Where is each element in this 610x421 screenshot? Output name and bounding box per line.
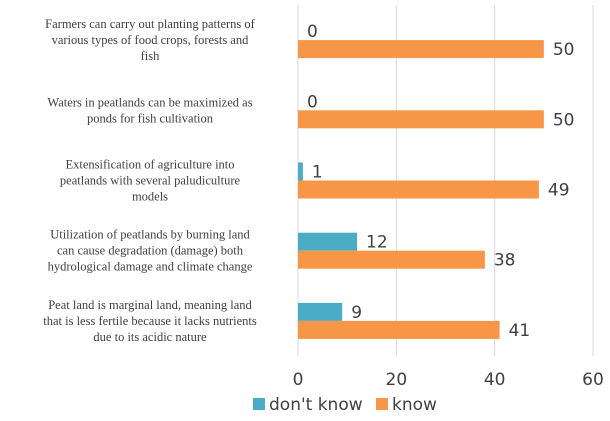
category-label-line: fish — [141, 49, 161, 63]
category-labels: Farmers can carry out planting patterns … — [43, 17, 257, 344]
legend: don't know know — [253, 395, 437, 415]
category-label-line: hydrological damage and climate change — [48, 260, 253, 274]
category-label-line: models — [132, 190, 168, 204]
x-tick-label: 20 — [386, 370, 408, 390]
category-label-line: various types of food crops, forests and — [52, 33, 250, 47]
data-label: 50 — [553, 40, 575, 60]
data-label: 0 — [307, 92, 318, 112]
bar-know — [298, 40, 544, 59]
bar-dont-know — [298, 162, 303, 181]
category-label-line: Utilization of peatlands by burning land — [50, 228, 250, 242]
bar-dont-know — [298, 302, 343, 321]
category-label-line: that is less fertile because it lacks nu… — [43, 314, 257, 328]
x-tick-label: 60 — [582, 370, 604, 390]
x-axis-tick-labels: 0 20 40 60 — [293, 370, 604, 390]
category-label: Utilization of peatlands by burning land… — [48, 228, 253, 274]
bar-know — [298, 110, 544, 129]
category-label-line: ponds for fish cultivation — [87, 111, 214, 125]
data-labels: 0 50 0 50 1 49 12 38 9 41 — [307, 22, 574, 341]
bar-know — [298, 180, 539, 199]
bar-dont-know — [298, 232, 357, 251]
category-label: Extensification of agriculture into peatl… — [60, 158, 241, 204]
data-label: 41 — [509, 321, 531, 341]
x-tick-label: 0 — [293, 370, 304, 390]
legend-swatch — [253, 398, 265, 410]
category-label: Waters in peatlands can be maximized as p… — [47, 95, 252, 125]
category-label-line: due to its acidic nature — [93, 330, 207, 344]
data-label: 12 — [366, 233, 388, 253]
category-label: Peat land is marginal land, meaning land… — [43, 298, 257, 344]
bar-know — [298, 320, 500, 339]
legend-label: know — [392, 395, 437, 415]
legend-swatch — [376, 398, 388, 410]
data-label: 9 — [351, 303, 362, 323]
category-label-line: can cause degradation (damage) both — [57, 244, 244, 258]
category-label-line: Extensification of agriculture into — [65, 158, 234, 172]
data-label: 49 — [548, 181, 570, 201]
category-label-line: Waters in peatlands can be maximized as — [47, 95, 252, 109]
category-label: Farmers can carry out planting patterns … — [45, 17, 255, 63]
data-label: 38 — [494, 251, 516, 271]
x-tick-label: 40 — [484, 370, 506, 390]
category-label-line: Peat land is marginal land, meaning land — [48, 298, 252, 312]
legend-label: don't know — [269, 395, 363, 415]
bar-know — [298, 250, 485, 269]
data-label: 1 — [312, 163, 323, 183]
category-label-line: peatlands with several paludiculture — [60, 174, 241, 188]
category-label-line: Farmers can carry out planting patterns … — [45, 17, 255, 31]
data-label: 50 — [553, 110, 575, 130]
bars — [298, 40, 544, 339]
data-label: 0 — [307, 22, 318, 42]
